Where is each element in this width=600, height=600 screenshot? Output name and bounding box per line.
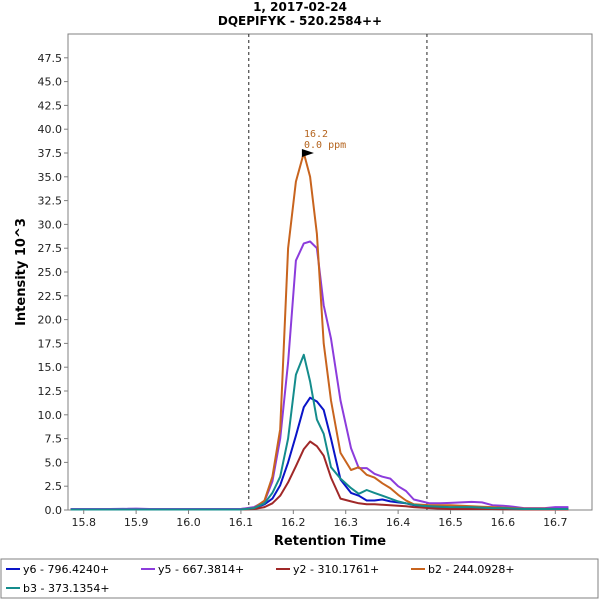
y-tick-label: 35.0 <box>38 171 63 184</box>
x-tick-label: 16.5 <box>438 516 463 529</box>
y-tick-label: 30.0 <box>38 218 63 231</box>
peak-rt-label: 16.2 <box>304 129 328 140</box>
x-axis-label: Retention Time <box>274 534 386 549</box>
y-tick-label: 25.0 <box>38 266 63 279</box>
y-tick-label: 2.5 <box>45 480 63 493</box>
legend-label: y6 - 796.4240+ <box>23 563 109 576</box>
y-tick-label: 42.5 <box>38 99 63 112</box>
legend-label: b2 - 244.0928+ <box>428 563 515 576</box>
y-tick-label: 12.5 <box>38 385 63 398</box>
y-tick-label: 5.0 <box>45 456 63 469</box>
series-line-b3 <box>70 353 569 511</box>
legend-label: y5 - 667.3814+ <box>158 563 244 576</box>
x-tick-label: 16.7 <box>543 516 568 529</box>
chart-title: 1, 2017-02-24 <box>253 0 347 14</box>
x-tick-label: 16.3 <box>333 516 358 529</box>
peak-arrow-icon <box>301 149 314 157</box>
x-tick-label: 16.1 <box>229 516 254 529</box>
y-tick-label: 47.5 <box>38 52 63 65</box>
x-axis: 15.8 15.9 16.0 16.1 16.2 16.3 16.4 16.5 16.6 16.7 <box>71 510 568 529</box>
y-axis-label: Intensity 10^3 <box>14 218 29 326</box>
y-tick-label: 32.5 <box>38 195 63 208</box>
y-axis: 0.0 2.5 5.0 7.5 10.0 12.5 15.0 17.5 20.0 22.5 25.0… <box>38 52 68 517</box>
y-tick-label: 15.0 <box>38 361 63 374</box>
boundary-lines <box>248 34 428 510</box>
y-tick-label: 10.0 <box>38 409 63 422</box>
y-tick-label: 20.0 <box>38 314 63 327</box>
y-tick-label: 45.0 <box>38 76 63 89</box>
chart-subtitle: DQEPIFYK - 520.2584++ <box>218 14 382 28</box>
peak-annotation: 16.2 0.0 ppm <box>301 129 346 157</box>
legend-label: b3 - 373.1354+ <box>23 582 110 595</box>
legend: y6 - 796.4240+ y5 - 667.3814+ y2 - 310.176… <box>6 563 515 595</box>
x-tick-label: 16.6 <box>491 516 516 529</box>
x-tick-label: 16.4 <box>386 516 411 529</box>
y-tick-label: 37.5 <box>38 147 63 160</box>
y-tick-label: 17.5 <box>38 337 63 350</box>
series-group <box>70 152 569 511</box>
legend-label: y2 - 310.1761+ <box>293 563 379 576</box>
y-tick-label: 40.0 <box>38 123 63 136</box>
x-tick-label: 15.8 <box>71 516 96 529</box>
y-tick-label: 0.0 <box>45 504 63 517</box>
legend-box <box>0 558 599 599</box>
x-tick-label: 16.2 <box>281 516 306 529</box>
x-tick-label: 16.0 <box>176 516 201 529</box>
y-tick-label: 7.5 <box>45 433 63 446</box>
y-tick-label: 22.5 <box>38 290 63 303</box>
y-tick-label: 27.5 <box>38 242 63 255</box>
x-tick-label: 15.9 <box>124 516 149 529</box>
peak-ppm-label: 0.0 ppm <box>304 140 346 151</box>
